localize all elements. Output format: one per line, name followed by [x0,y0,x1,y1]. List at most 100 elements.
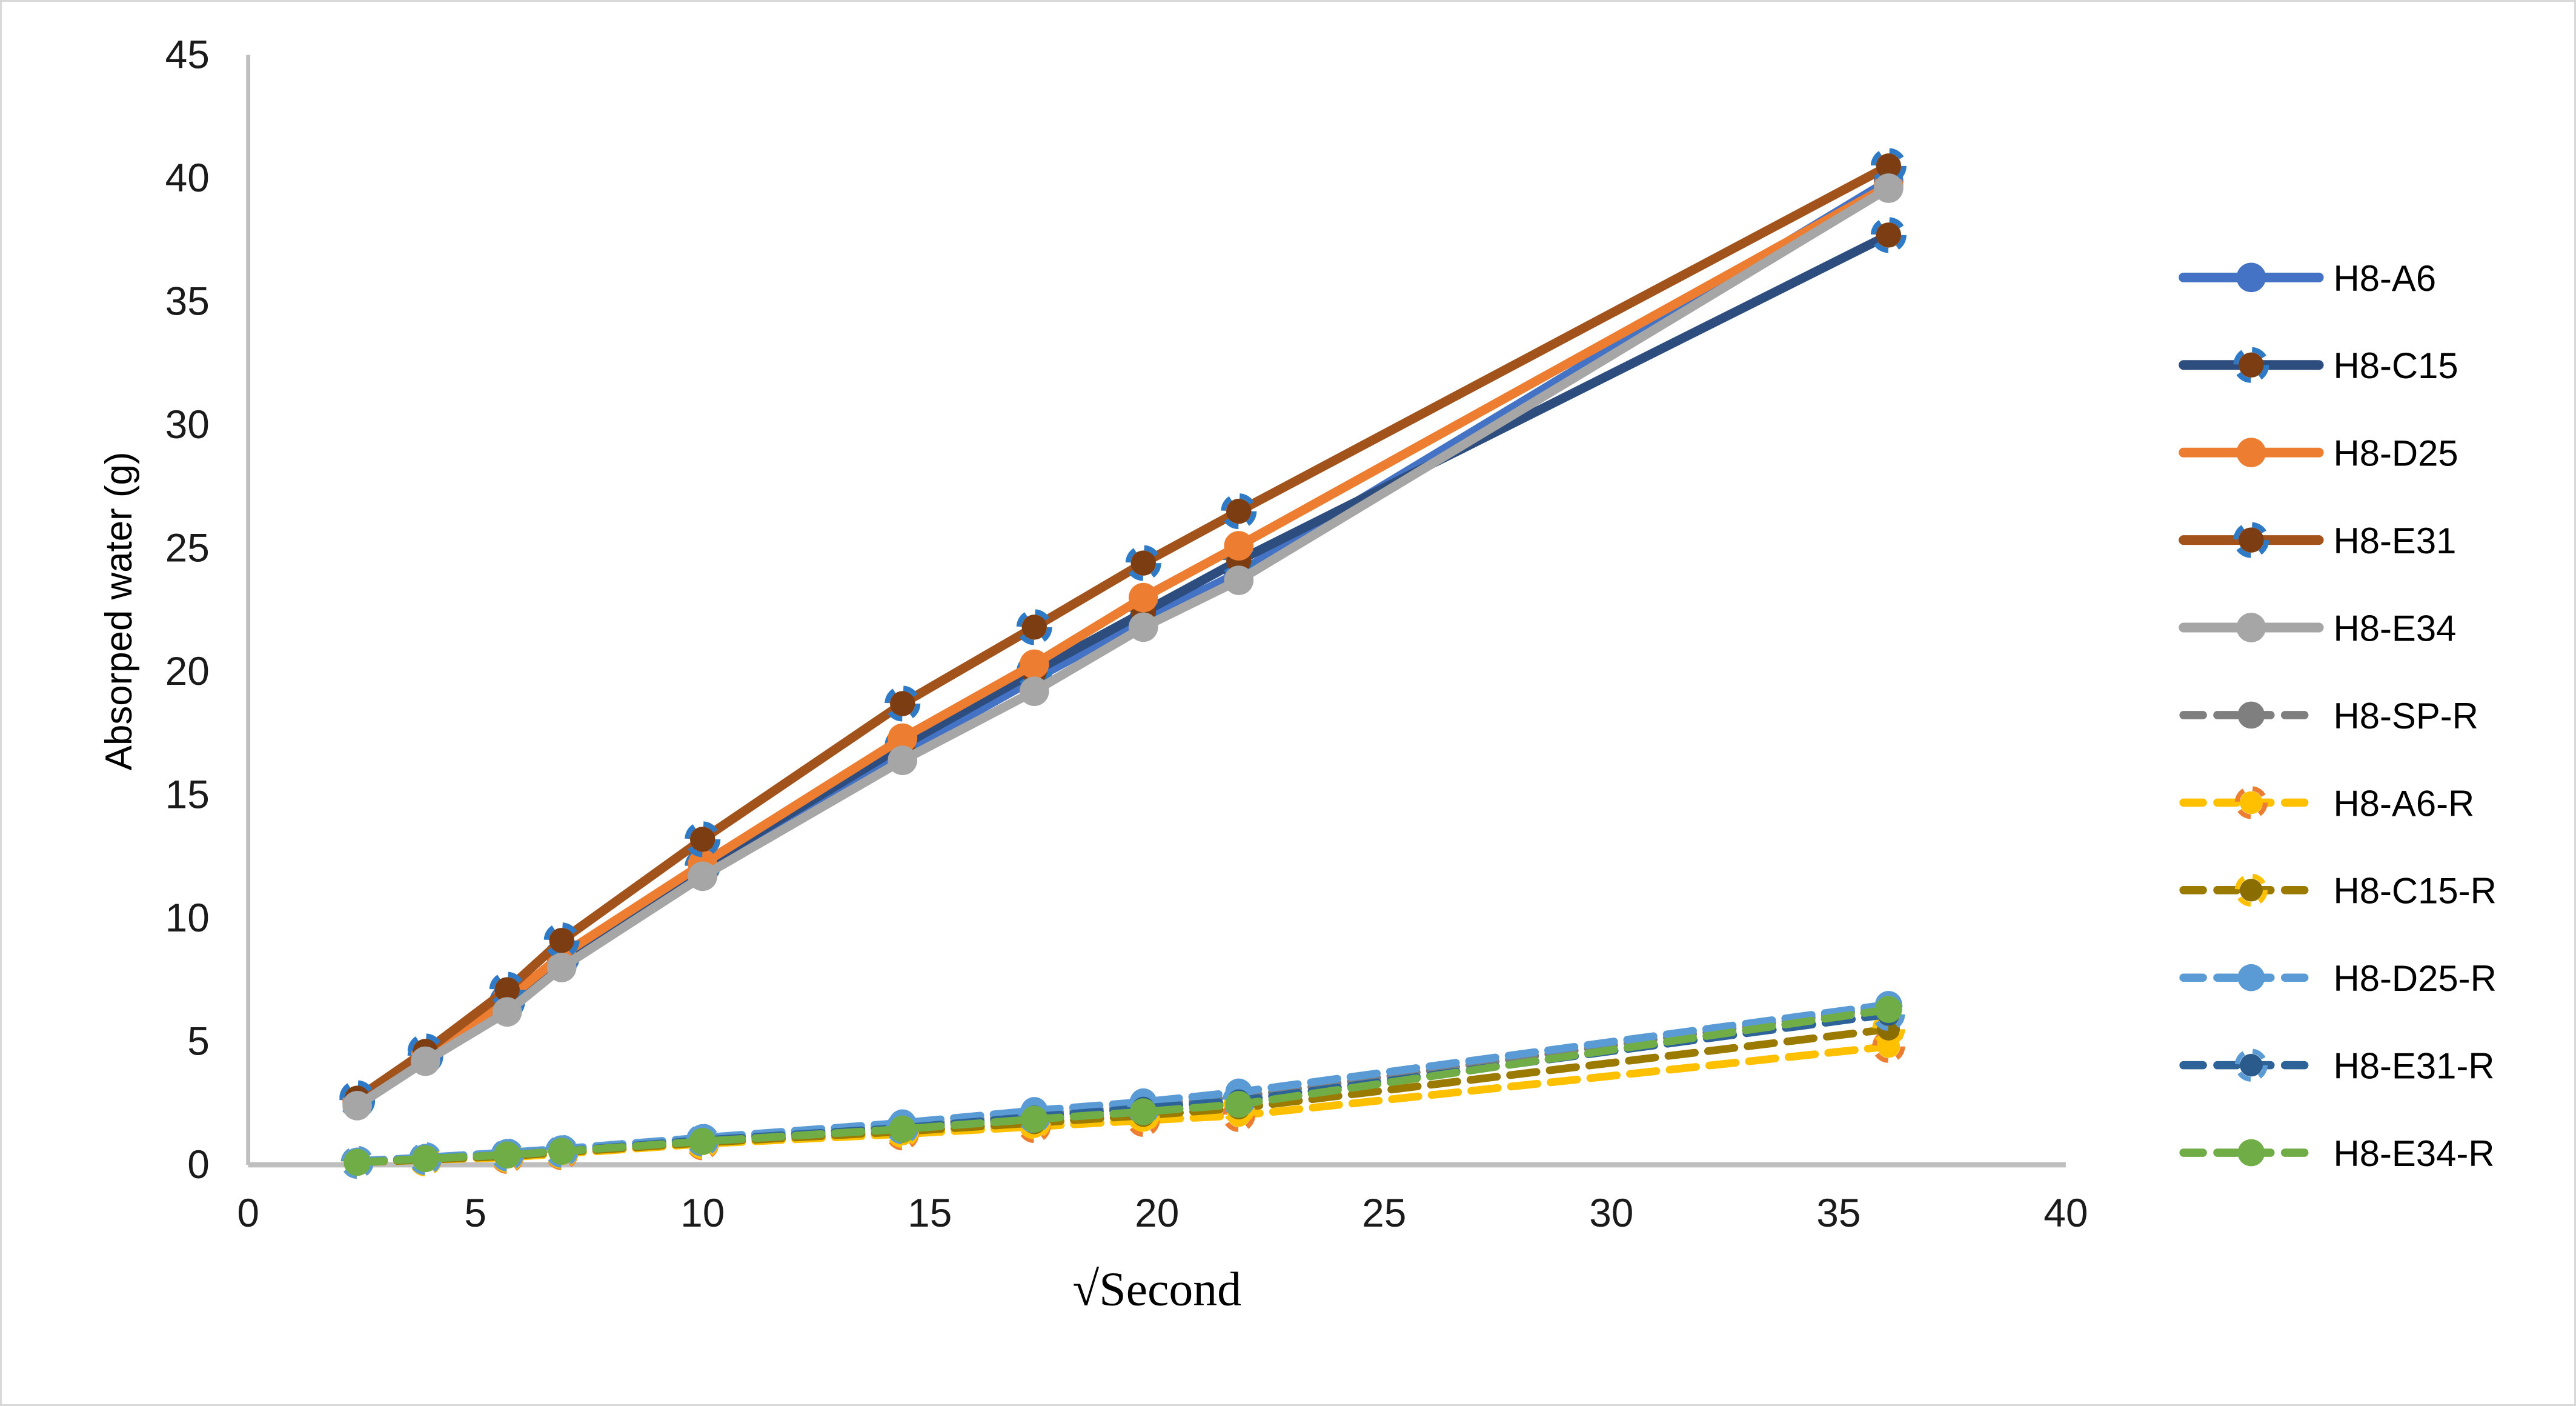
legend-label: H8-A6 [2334,258,2437,299]
y-tick-label: 30 [165,402,210,447]
data-point-marker [2236,262,2266,293]
data-point-marker [344,1148,371,1176]
data-point-marker [889,1115,917,1143]
legend-label: H8-A6-R [2334,783,2475,824]
y-tick-label: 40 [165,155,210,200]
data-point-marker [2240,1053,2263,1077]
data-point-marker [2239,352,2264,378]
legend-label: H8-E34-R [2334,1133,2495,1174]
series-line [353,183,1893,1110]
data-point-marker-ring [489,971,525,1008]
data-point-marker [889,691,915,716]
data-point-marker-ring [1016,609,1052,645]
data-point-marker-ring [1870,217,1907,253]
legend-item-H8-A6-R: H8-A6-R [2179,783,2475,824]
data-point-marker-ring [2234,1048,2268,1082]
legend-item-H8-E34-R: H8-E34-R [2179,1133,2495,1174]
data-point-marker [2237,701,2265,729]
series-H8-E34 [342,173,1904,1121]
x-axis-tick-labels: 0 5 10 15 20 25 30 35 40 [237,1190,2088,1235]
data-point-marker-ring [1125,545,1161,581]
legend-label: H8-D25-R [2334,958,2497,999]
y-tick-label: 10 [165,895,210,940]
data-point-marker-ring [1872,998,1905,1031]
data-point-marker [2236,438,2266,468]
data-point-marker-ring [885,685,921,722]
data-point-marker [689,827,715,852]
data-point-marker-ring [543,922,580,959]
x-tick-label: 0 [237,1190,259,1235]
data-point-marker [2240,879,2263,902]
series-line [353,1025,1893,1167]
legend-label: H8-D25 [2334,433,2458,474]
data-point-marker-ring [1872,1013,1905,1046]
data-point-marker [494,977,520,1002]
data-point-marker [888,723,918,753]
series-line [353,161,1893,1103]
data-point-marker [1129,1098,1157,1125]
data-point-marker [549,927,574,953]
data-point-marker-ring [685,821,721,858]
y-tick-label: 45 [165,32,210,77]
y-tick-label: 25 [165,525,210,570]
data-point-marker [1019,676,1049,707]
data-point-marker [2236,613,2266,642]
data-point-marker [1876,153,1902,179]
data-point-marker-ring [885,727,921,764]
data-point-marker [342,1091,373,1121]
series-line [353,181,1893,1105]
y-tick-label: 35 [165,279,210,324]
legend-item-H8-C15: H8-C15 [2179,345,2458,386]
legend-item-H8-D25-R: H8-D25-R [2179,958,2497,999]
data-point-marker-ring [1221,542,1257,579]
series-line [353,1001,1893,1165]
x-tick-label: 40 [2043,1190,2088,1235]
x-tick-label: 25 [1362,1190,1406,1235]
y-axis-title: Absorped water (g) [98,452,140,771]
legend-label: H8-E31-R [2334,1046,2495,1087]
legend-item-H8-SP-R: H8-SP-R [2179,696,2478,736]
y-tick-label: 20 [165,648,210,693]
legend-label: H8-E31 [2334,521,2457,561]
data-point-marker [411,1145,439,1173]
data-point-marker-ring [2234,786,2268,819]
x-tick-label: 20 [1135,1190,1179,1235]
series-line [353,1005,1893,1167]
y-axis-tick-labels: 0 5 10 15 20 25 30 35 40 45 [165,32,210,1187]
legend-item-H8-A6: H8-A6 [2179,258,2437,299]
series-line [353,230,1893,1105]
series-line [353,1010,1893,1167]
data-point-marker [493,1141,521,1169]
data-point-marker [689,1128,717,1155]
x-tick-label: 35 [1816,1190,1861,1235]
data-point-marker-ring [2234,873,2268,907]
data-point-marker [2237,1139,2265,1167]
data-point-marker [1128,612,1158,642]
y-tick-label: 5 [187,1018,210,1063]
legend-item-H8-E31-R: H8-E31-R [2179,1046,2495,1087]
data-point-marker [1224,531,1254,561]
legend-label: H8-C15 [2334,345,2458,386]
data-point-marker [492,997,522,1027]
series-H8-C15 [339,217,1907,1119]
data-point-marker [1130,550,1157,576]
data-point-marker-ring [1125,594,1161,630]
series-H8-E34-R [344,996,1902,1176]
data-point-marker-ring [1016,653,1052,690]
legend-label: H8-C15-R [2334,871,2497,911]
legend-item-H8-C15-R: H8-C15-R [2179,871,2497,911]
data-point-marker [548,1138,576,1165]
data-point-marker [1019,649,1049,679]
data-point-marker [546,953,577,982]
data-point-marker [1020,1105,1048,1133]
series-line [353,1003,1893,1165]
legend-item-H8-E31: H8-E31 [2179,521,2457,561]
data-point-marker [1128,582,1158,613]
legend-label: H8-SP-R [2334,696,2478,736]
data-point-marker [688,861,718,891]
x-tick-label: 15 [908,1190,952,1235]
data-point-marker [1874,173,1904,203]
data-point-marker [888,745,918,775]
data-point-marker [2240,791,2263,815]
